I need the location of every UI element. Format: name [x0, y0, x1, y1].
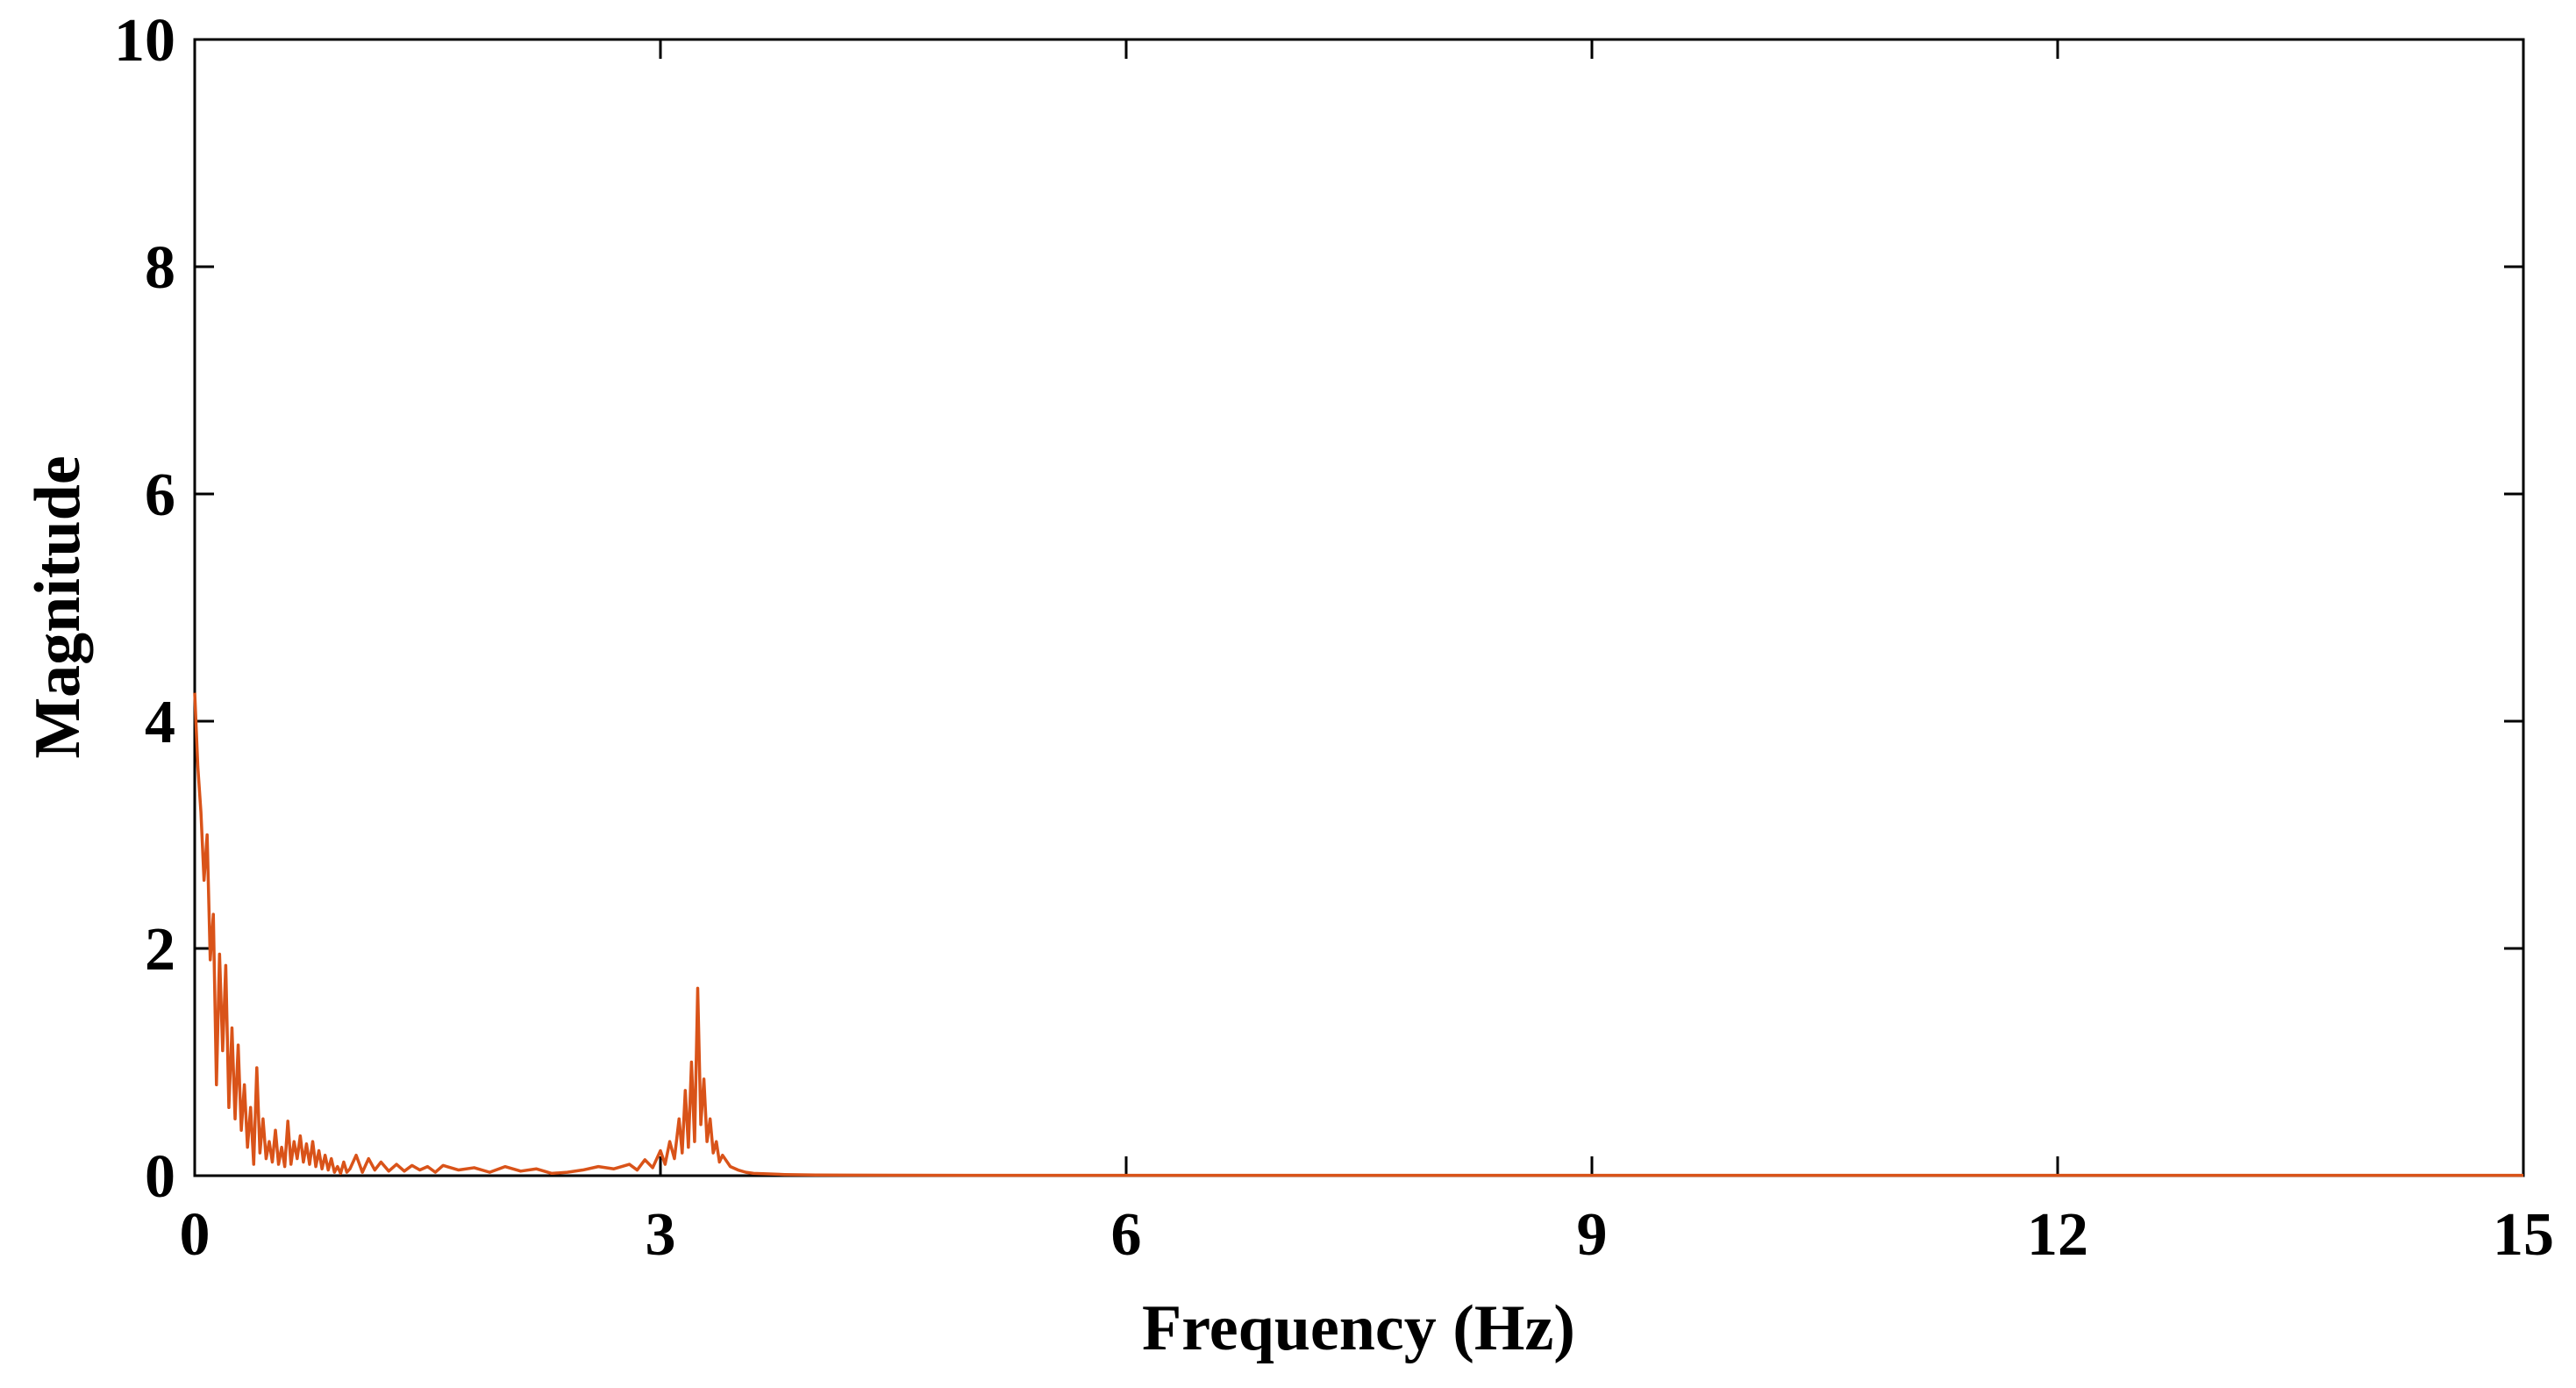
x-tick-label: 9 — [1577, 1201, 1608, 1269]
y-tick-label: 6 — [145, 461, 175, 529]
y-tick-label: 2 — [145, 916, 175, 984]
y-tick-label: 4 — [145, 689, 175, 756]
y-tick-label: 8 — [145, 234, 175, 302]
x-tick-label: 0 — [180, 1201, 211, 1269]
x-tick-label: 15 — [2493, 1201, 2554, 1269]
x-axis-label: Frequency (Hz) — [1142, 1292, 1575, 1364]
y-tick-label: 10 — [114, 7, 175, 75]
x-tick-label: 12 — [2027, 1201, 2088, 1269]
plot-area — [193, 38, 2525, 1177]
y-tick-label: 0 — [145, 1143, 175, 1211]
y-axis-label: Magnitude — [22, 455, 94, 758]
x-tick-label: 6 — [1111, 1201, 1142, 1269]
x-tick-label: 3 — [646, 1201, 676, 1269]
axis-tick-labels: 0 3 6 9 12 15 0 2 4 6 8 10 — [114, 7, 2554, 1269]
series-line — [193, 692, 2523, 1177]
